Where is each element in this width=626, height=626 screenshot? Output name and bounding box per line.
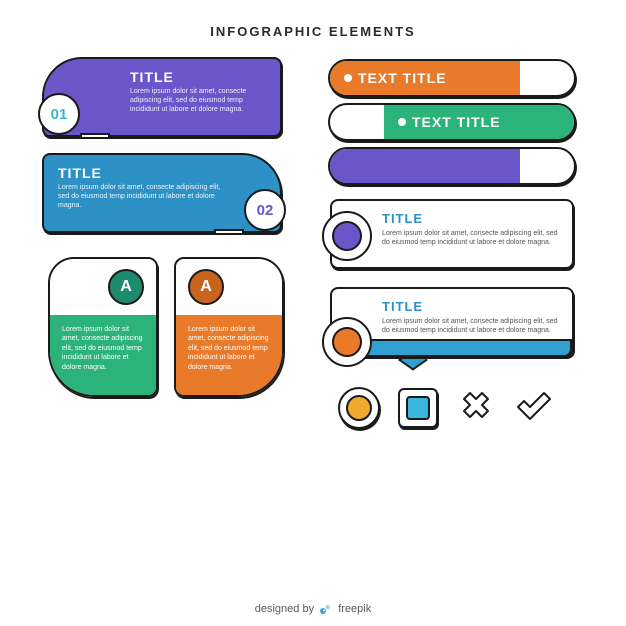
infobox-4: TITLE Lorem ipsum dolor sit amet, consec… xyxy=(330,287,574,357)
card-01-title: TITLE xyxy=(130,69,174,85)
square-badge xyxy=(398,388,438,428)
tile-a-body: Lorem ipsum dolor sit amet, consecte adi… xyxy=(50,315,156,397)
pill-1: TEXT TITLE xyxy=(328,59,576,97)
tile-a: A Lorem ipsum dolor sit amet, consecte a… xyxy=(48,257,158,397)
bullet-icon xyxy=(398,118,406,126)
pill-2: TEXT TITLE xyxy=(328,103,576,141)
bullet-icon xyxy=(344,74,352,82)
footer-brand: freepik xyxy=(338,603,371,615)
page-title: INFOGRAPHIC ELEMENTS xyxy=(0,0,626,51)
card-01-underbar xyxy=(80,133,110,139)
tile-a-letter-badge: A xyxy=(108,269,144,305)
footer-credit: designed by freepik xyxy=(0,602,626,616)
card-02: TITLE Lorem ipsum dolor sit amet, consec… xyxy=(42,153,282,233)
card-02-underbar xyxy=(214,229,244,235)
infobox-3-body: Lorem ipsum dolor sit amet, consecte adi… xyxy=(382,229,560,247)
card-02-number-badge: 02 xyxy=(244,189,286,231)
infobox-3-title: TITLE xyxy=(382,211,423,226)
badge-row xyxy=(338,385,554,430)
infobox-4-title: TITLE xyxy=(382,299,423,314)
freepik-logo-icon xyxy=(319,602,333,616)
infographic-canvas: TITLE Lorem ipsum dolor sit amet, consec… xyxy=(0,51,626,581)
footer-prefix: designed by xyxy=(255,603,314,615)
tile-b: A Lorem ipsum dolor sit amet, consecte a… xyxy=(174,257,284,397)
tile-b-body: Lorem ipsum dolor sit amet, consecte adi… xyxy=(176,315,282,397)
card-01-body: Lorem ipsum dolor sit amet, consecte adi… xyxy=(130,87,266,114)
infobox-3: TITLE Lorem ipsum dolor sit amet, consec… xyxy=(330,199,574,269)
infobox-3-circle xyxy=(322,211,372,261)
pill-2-label: TEXT TITLE xyxy=(412,114,501,130)
circle-fill-icon xyxy=(346,395,372,421)
infobox-4-body: Lorem ipsum dolor sit amet, consecte adi… xyxy=(382,317,560,335)
x-icon xyxy=(456,385,496,430)
card-01-number-badge: 01 xyxy=(38,93,80,135)
square-fill-icon xyxy=(406,396,430,420)
card-02-title: TITLE xyxy=(58,165,102,181)
circle-icon xyxy=(332,221,362,251)
infobox-4-circle xyxy=(322,317,372,367)
pill-3 xyxy=(328,147,576,185)
tile-b-letter-badge: A xyxy=(188,269,224,305)
circle-badge xyxy=(338,387,380,429)
circle-icon xyxy=(332,327,362,357)
check-icon xyxy=(514,385,554,430)
pill-1-label: TEXT TITLE xyxy=(358,70,447,86)
card-02-body: Lorem ipsum dolor sit amet, consecte adi… xyxy=(58,183,224,210)
card-01: TITLE Lorem ipsum dolor sit amet, consec… xyxy=(42,57,282,137)
